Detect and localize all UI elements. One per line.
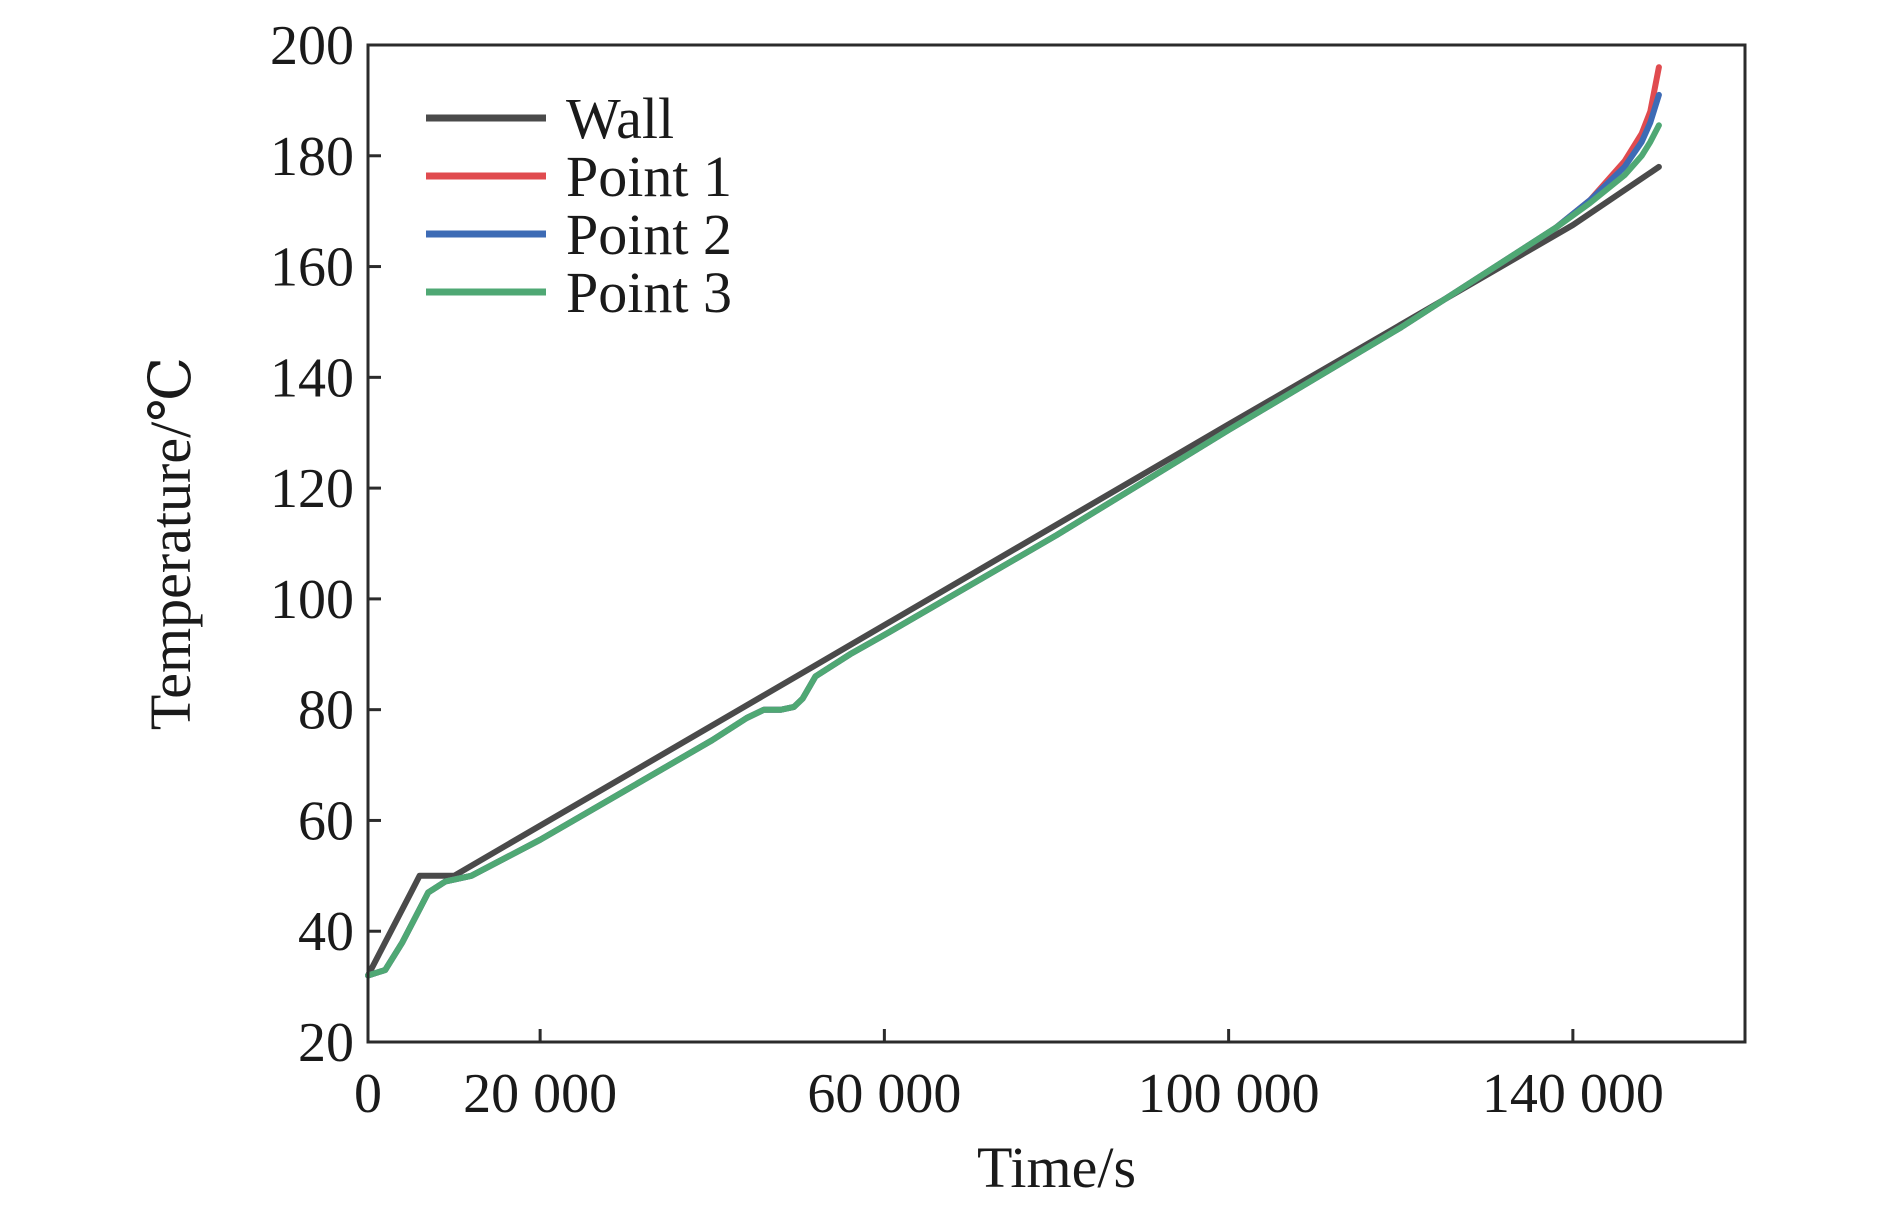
x-tick-label: 0 [354, 1063, 382, 1125]
series-line-2 [365, 64, 1662, 979]
legend-label: Wall [566, 86, 674, 151]
series-layer [365, 64, 1662, 979]
legend-label: Point 2 [566, 202, 732, 267]
x-tick-label: 60 000 [807, 1063, 961, 1125]
y-tick-label: 80 [298, 680, 354, 742]
legend-label: Point 3 [566, 260, 732, 325]
legend-label: Point 1 [566, 144, 732, 209]
ticks-layer: 0 20 000 60 000 100 000 140 000 20 40 60 80 100 12… [270, 15, 1664, 1125]
x-tick-label: 140 000 [1482, 1063, 1664, 1125]
y-tick-label: 120 [270, 458, 354, 520]
series-line-1 [365, 163, 1662, 979]
x-tick-label: 20 000 [463, 1063, 617, 1125]
y-tick-label: 160 [270, 237, 354, 299]
x-axis-title: Time/s [977, 1135, 1136, 1200]
y-axis-title: Temperature/℃ [138, 357, 203, 730]
y-tick-label: 100 [270, 569, 354, 631]
y-tick-label: 20 [298, 1012, 354, 1074]
plot-frame [366, 43, 1747, 1044]
y-tick-label: 140 [270, 347, 354, 409]
series-line-3 [365, 91, 1662, 979]
series-line-4 [365, 122, 1662, 979]
y-tick-label: 40 [298, 901, 354, 963]
y-tick-label: 180 [270, 126, 354, 188]
x-tick-label: 100 000 [1138, 1063, 1320, 1125]
y-tick-label: 200 [270, 15, 354, 77]
y-tick-label: 60 [298, 790, 354, 852]
